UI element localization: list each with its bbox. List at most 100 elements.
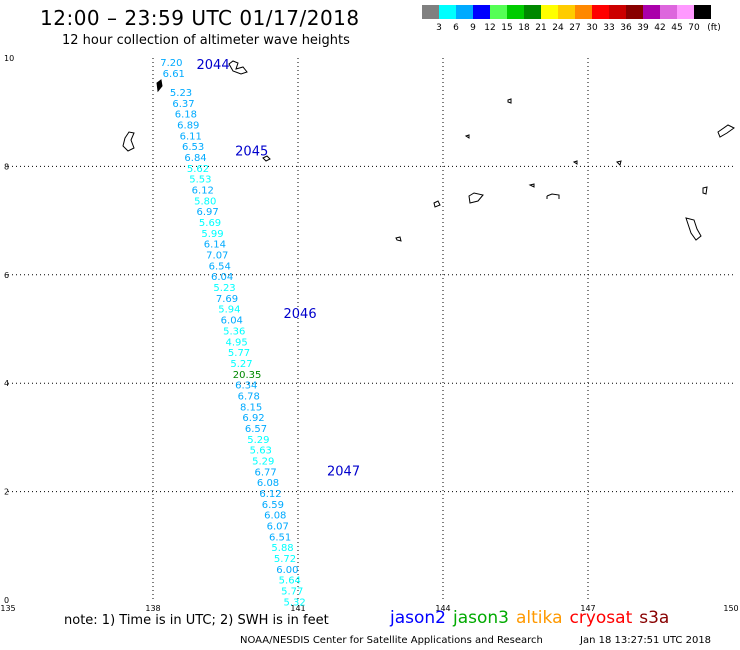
swh-value: 8.15 (240, 402, 262, 413)
island-shape (468, 192, 484, 204)
island-shape (572, 160, 578, 165)
chart-subtitle: 12 hour collection of altimeter wave hei… (62, 33, 350, 48)
legend-swatch (558, 5, 575, 19)
swh-value: 7.69 (216, 294, 238, 305)
swh-value: 5.27 (230, 359, 252, 370)
chart-title: 12:00 – 23:59 UTC 01/17/2018 (40, 6, 360, 30)
credit-text: NOAA/NESDIS Center for Satellite Applica… (240, 635, 543, 646)
legend-swatch (643, 5, 660, 19)
legend-unit: (ft) (707, 23, 721, 33)
legend-label: 33 (603, 23, 615, 33)
legend-label: 3 (436, 23, 442, 33)
swh-value: 5.72 (274, 554, 296, 565)
swh-value: 5.77 (228, 348, 250, 359)
legend-swatch (541, 5, 558, 19)
legend-swatch (473, 5, 490, 19)
legend-swatch (524, 5, 541, 19)
legend-swatch (575, 5, 592, 19)
legend-label: 18 (518, 23, 530, 33)
swh-value: 4.95 (226, 337, 248, 348)
swh-value: 6.04 (211, 272, 233, 283)
swh-value: 7.20 (160, 58, 182, 69)
legend-swatch (439, 5, 456, 19)
island-shape (685, 217, 702, 241)
swh-value: 5.64 (279, 576, 301, 587)
island-shape (546, 193, 560, 199)
satellite-name: jason3 (453, 608, 509, 628)
island-shape (507, 98, 512, 104)
swh-value: 6.54 (209, 261, 231, 272)
swh-value: 6.34 (235, 381, 257, 392)
swh-value: 5.62 (187, 164, 209, 175)
swh-value: 5.23 (170, 88, 192, 99)
x-tick-label: 141 (290, 604, 305, 613)
swh-value: 6.11 (180, 131, 202, 142)
pass-number-label: 2044 (197, 58, 230, 73)
legend-swatch (456, 5, 473, 19)
legend-swatch (660, 5, 677, 19)
y-tick-label: 6 (4, 271, 9, 280)
y-tick-label: 4 (4, 379, 9, 388)
island-shape (395, 236, 402, 242)
swh-value: 6.08 (264, 511, 286, 522)
legend-swatch (422, 5, 439, 19)
timestamp-text: Jan 18 13:27:51 UTC 2018 (580, 635, 712, 646)
legend-label: 27 (569, 23, 581, 33)
legend-swatch (694, 5, 711, 19)
island-shape (262, 155, 271, 162)
satellite-name: s3a (639, 608, 670, 628)
legend-swatch (490, 5, 507, 19)
satellite-track: 7.206.615.236.376.186.896.116.536.845.62… (160, 58, 306, 608)
island-shape (717, 124, 735, 138)
swh-value: 6.07 (267, 522, 289, 533)
legend-label: 12 (484, 23, 496, 33)
pass-number-label: 2045 (235, 145, 268, 160)
satellite-name: altika (516, 608, 563, 628)
legend-label: 30 (586, 23, 598, 33)
swh-value: 5.23 (213, 283, 235, 294)
legend-label: 42 (654, 23, 666, 33)
legend-label: 9 (470, 23, 476, 33)
legend-color-bar (422, 5, 711, 19)
island-outlines (122, 60, 735, 242)
units-note: note: 1) Time is in UTC; 2) SWH is in fe… (64, 613, 329, 628)
legend-swatch (592, 5, 609, 19)
swh-value: 6.61 (163, 69, 185, 80)
satellite-legend: jason2 jason3 altika cryosat s3a (390, 608, 676, 628)
swh-value: 6.53 (182, 142, 204, 153)
legend-labels: 3 6 9 12 15 18 21 24 27 30 33 36 39 42 45 70 (ft) (422, 23, 732, 37)
satellite-name: cryosat (569, 608, 633, 628)
y-tick-label: 0 (4, 596, 9, 605)
swh-value: 5.29 (247, 435, 269, 446)
island-shape (433, 200, 441, 208)
swh-value: 6.77 (255, 467, 277, 478)
swh-value: 5.99 (201, 229, 223, 240)
legend-label: 6 (453, 23, 459, 33)
legend-swatch (507, 5, 524, 19)
x-tick-label: 144 (435, 604, 450, 613)
swh-value: 6.57 (245, 424, 267, 435)
swh-value: 6.78 (238, 391, 260, 402)
swh-value: 6.89 (177, 120, 199, 131)
legend-label: 45 (671, 23, 683, 33)
y-tick-label: 2 (4, 488, 9, 497)
legend-label: 70 (688, 23, 700, 33)
legend-label: 15 (501, 23, 513, 33)
swh-value: 5.32 (284, 597, 306, 608)
swh-value: 5.29 (252, 457, 274, 468)
swh-value: 6.84 (184, 153, 206, 164)
swh-value: 5.88 (271, 543, 293, 554)
y-tick-label: 10 (4, 54, 14, 63)
island-shape (616, 160, 622, 166)
y-tick-label: 8 (4, 162, 9, 171)
swh-value: 6.92 (242, 413, 264, 424)
legend-label: 39 (637, 23, 649, 33)
pass-number-label: 2047 (327, 464, 360, 479)
swh-value: 6.08 (257, 478, 279, 489)
swh-value: 6.00 (276, 565, 298, 576)
x-tick-label: 138 (145, 604, 160, 613)
pass-labels: 2044 2045 2046 2047 (197, 58, 361, 480)
island-shape (702, 186, 708, 195)
swh-value: 20.35 (233, 370, 262, 381)
